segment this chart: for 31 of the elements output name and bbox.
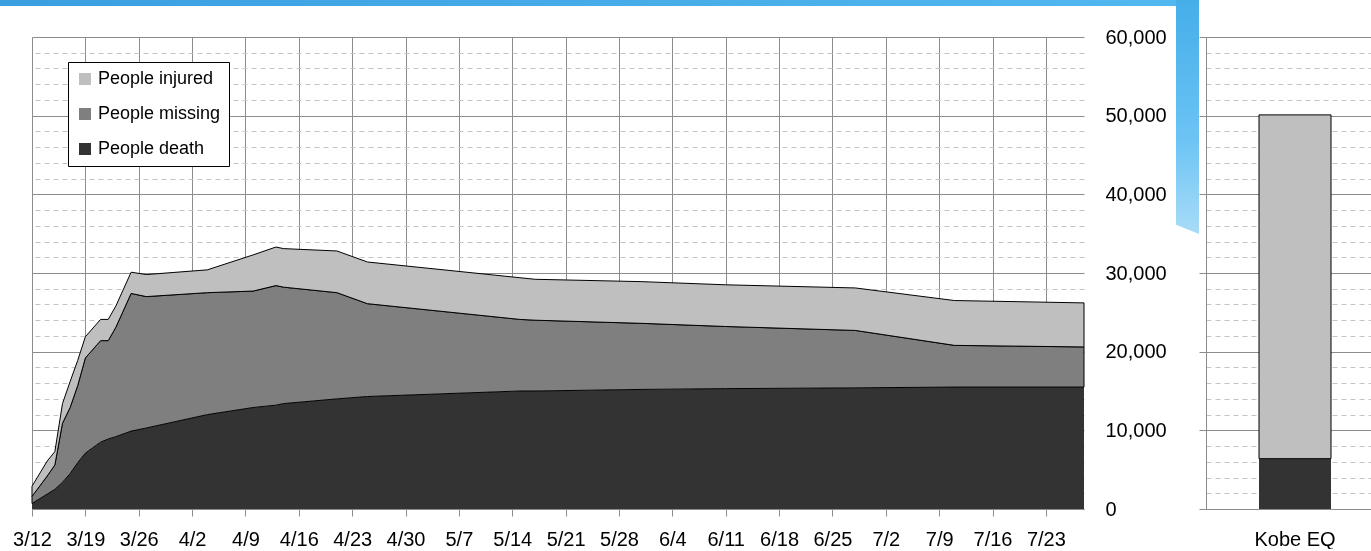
x-tick-label: 4/2 [178, 527, 207, 550]
x-tick-label: 3/19 [66, 527, 106, 550]
x-tick-label: 7/16 [973, 527, 1013, 550]
x-tick-label: 5/28 [600, 527, 639, 550]
y-tick-label: 10,000 [1105, 418, 1167, 441]
legend-label: People injured [98, 68, 214, 88]
x-tick-label: 3/12 [13, 527, 52, 550]
x-tick-label: 3/26 [119, 527, 159, 550]
x-tick-label: 6/11 [707, 527, 745, 550]
x-tick-label: 6/4 [658, 527, 687, 550]
y-tick-label: 40,000 [1105, 182, 1167, 205]
y-tick-label: 30,000 [1105, 261, 1167, 284]
x-tick-label: 7/2 [872, 527, 901, 550]
y-tick-label: 50,000 [1105, 104, 1167, 127]
x-tick-label: 5/14 [493, 527, 533, 550]
x-tick-label: 6/18 [760, 527, 800, 550]
x-tick-label: 7/23 [1026, 527, 1066, 550]
x-tick-label: 4/23 [333, 527, 373, 550]
y-tick-label: 20,000 [1105, 340, 1167, 363]
legend-label: People death [98, 138, 205, 158]
y-tick-label: 0 [1105, 497, 1117, 520]
x-tick-label: Kobe EQ [1254, 527, 1336, 550]
x-tick-label: 4/9 [232, 527, 260, 550]
x-tick-label: 6/25 [813, 527, 853, 550]
x-tick-label: 4/16 [279, 527, 319, 550]
x-tick-label: 5/21 [546, 527, 586, 550]
y-tick-label: 60,000 [1105, 25, 1167, 48]
x-tick-label: 7/9 [925, 527, 954, 550]
legend-label: People missing [98, 103, 221, 123]
x-tick-label: 5/7 [445, 527, 474, 550]
x-tick-label: 4/30 [386, 527, 426, 550]
